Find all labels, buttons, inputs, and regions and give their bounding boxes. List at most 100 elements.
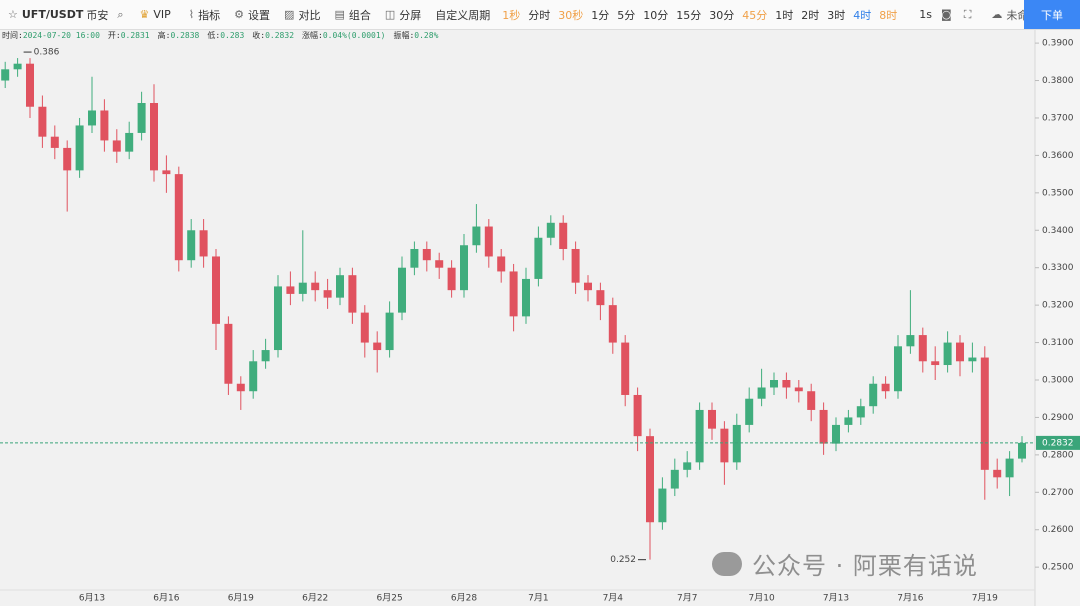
- y-tick-label: 0.2700: [1042, 488, 1074, 498]
- x-tick-label: 6月13: [79, 593, 105, 604]
- candle-body: [559, 222, 568, 249]
- period[interactable]: 15分: [676, 8, 702, 22]
- candle-body: [770, 380, 778, 388]
- compare[interactable]: 对比: [298, 8, 321, 22]
- fullscreen-icon[interactable]: ⛶: [963, 7, 972, 21]
- star-icon[interactable]: ☆: [8, 8, 18, 21]
- info-item: 低:0.283: [207, 30, 244, 42]
- vip[interactable]: VIP: [153, 8, 171, 21]
- candle-body: [422, 248, 431, 261]
- candle-body: [931, 361, 940, 366]
- candle-body: [993, 469, 1002, 478]
- candle-body: [832, 424, 840, 444]
- candle-body: [509, 271, 518, 317]
- x-tick-label: 7月4: [603, 593, 624, 604]
- period[interactable]: 30秒: [558, 8, 584, 22]
- interval[interactable]: 1s: [919, 8, 932, 21]
- candle-body: [1018, 442, 1026, 459]
- candle-body: [236, 383, 245, 392]
- period[interactable]: 30分: [709, 8, 735, 22]
- period[interactable]: 5分: [617, 8, 636, 22]
- period[interactable]: 2时: [801, 8, 820, 22]
- candle-body: [199, 230, 208, 257]
- info-label: 涨幅:: [302, 31, 323, 40]
- symbol[interactable]: UFT/USDT: [21, 8, 84, 21]
- candle-body: [708, 409, 716, 429]
- period[interactable]: 1分: [591, 8, 610, 22]
- candle-body: [633, 394, 642, 437]
- x-tick-label: 6月16: [153, 593, 179, 604]
- candle-body: [460, 245, 468, 291]
- camera-icon[interactable]: ◙: [941, 8, 952, 21]
- info-value: 0.04%(0.0001): [322, 31, 386, 40]
- split[interactable]: 分屏: [399, 8, 422, 22]
- info-label: 开:: [107, 31, 121, 40]
- candle-body: [472, 226, 481, 246]
- candle-body: [720, 428, 729, 463]
- y-tick-label: 0.2600: [1042, 525, 1074, 535]
- candle-body: [150, 102, 158, 171]
- period[interactable]: 分时: [528, 8, 551, 22]
- search-icon[interactable]: ⌕: [117, 7, 124, 21]
- info-value: 0.2838: [170, 31, 200, 40]
- candle-body: [918, 335, 927, 362]
- candle-body: [274, 286, 282, 351]
- min-label: 0.252: [610, 555, 636, 565]
- candle-body: [819, 409, 828, 444]
- custom-period[interactable]: 自定义周期: [435, 8, 491, 22]
- candles: [1, 58, 1026, 560]
- candle-body: [881, 383, 890, 392]
- info-label: 收:: [252, 31, 266, 40]
- cloud-icon: ☁: [991, 8, 1003, 21]
- candle-body: [212, 256, 220, 324]
- candle-body: [497, 256, 506, 272]
- y-tick-label: 0.3200: [1042, 301, 1074, 311]
- settings[interactable]: 设置: [248, 8, 271, 22]
- x-tick-label: 7月16: [897, 593, 923, 604]
- candle-body: [137, 102, 146, 133]
- y-tick-label: 0.3000: [1042, 376, 1074, 386]
- period[interactable]: 1时: [775, 8, 794, 22]
- period[interactable]: 1秒: [502, 8, 521, 22]
- candle-body: [385, 312, 394, 351]
- candle-body: [608, 305, 617, 343]
- y-tick-label: 0.2900: [1042, 413, 1074, 423]
- combo-icon: ▤: [334, 8, 345, 21]
- candle-body: [112, 140, 121, 152]
- candle-body: [732, 424, 741, 463]
- period[interactable]: 10分: [643, 8, 669, 22]
- period[interactable]: 4时: [853, 8, 872, 22]
- compare-icon: ▨: [284, 8, 295, 21]
- candle-body: [943, 342, 952, 366]
- y-tick-label: 0.3300: [1042, 263, 1074, 273]
- candle-body: [323, 290, 332, 298]
- exchange: 币安: [86, 8, 109, 22]
- toolbar: ☆ UFT/USDT 币安 ⌕ ♛ VIP ⌇ 指标 ⚙ 设置 ▨ 对比 ▤ 组…: [0, 0, 1080, 30]
- candle-body: [646, 436, 654, 523]
- indicator-icon: ⌇: [188, 8, 195, 21]
- candle-body: [75, 125, 84, 171]
- candle-body: [398, 267, 406, 313]
- last-price-box: [1036, 435, 1080, 450]
- info-label: 高:: [157, 31, 171, 40]
- candle-body: [286, 286, 295, 294]
- order-button[interactable]: 下单: [1024, 0, 1080, 29]
- candle-body: [447, 267, 456, 291]
- max-label: 0.386: [34, 48, 60, 58]
- period[interactable]: 45分: [742, 8, 768, 22]
- info-label: 低:: [207, 31, 221, 40]
- x-tick-label: 7月10: [749, 593, 775, 604]
- candle-body: [484, 226, 493, 257]
- candle-body: [546, 222, 555, 238]
- period[interactable]: 3时: [827, 8, 846, 22]
- period[interactable]: 8时: [879, 8, 898, 22]
- indicators[interactable]: 指标: [198, 8, 221, 22]
- info-item: 开:0.2831: [108, 30, 150, 42]
- x-tick-label: 7月7: [677, 593, 697, 604]
- combo[interactable]: 组合: [348, 8, 371, 22]
- candle-body: [162, 170, 171, 175]
- candle-body: [63, 147, 72, 171]
- candle-body: [348, 275, 357, 313]
- candle-body: [968, 357, 977, 362]
- candle-body: [856, 406, 865, 418]
